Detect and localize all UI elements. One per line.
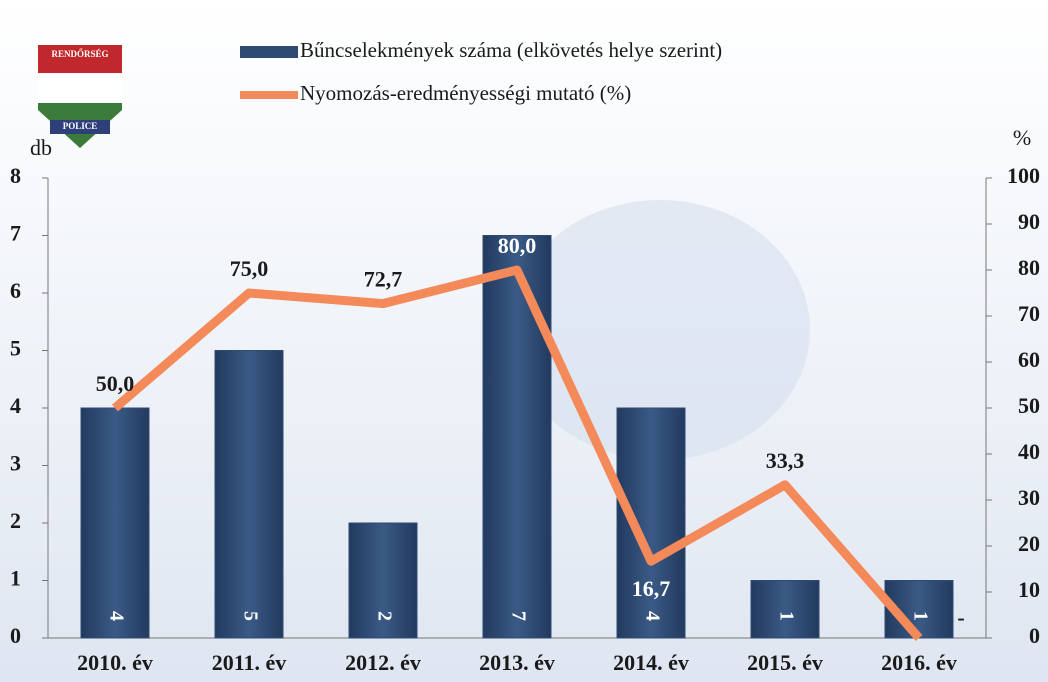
logo-bottom: POLICE xyxy=(63,121,98,131)
y2-tick-label: 0 xyxy=(1029,623,1040,648)
y2-tick-label: 60 xyxy=(1018,347,1040,372)
bar-value-label: 4 xyxy=(641,611,663,621)
x-tick-label: 2013. év xyxy=(479,650,555,675)
legend-swatch xyxy=(240,46,298,58)
logo-top: RENDŐRSÉG xyxy=(51,49,108,59)
background-building xyxy=(510,200,810,460)
bar xyxy=(616,407,686,639)
legend-label: Nyomozás-eredményességi mutató (%) xyxy=(300,81,631,105)
y2-tick-label: 50 xyxy=(1018,393,1040,418)
y2-axis-label: % xyxy=(1013,125,1031,150)
line-value-label: - xyxy=(957,605,964,630)
y-tick-label: 7 xyxy=(10,221,21,246)
x-tick-label: 2015. év xyxy=(747,650,823,675)
y2-tick-label: 40 xyxy=(1018,439,1040,464)
line-value-label: 33,3 xyxy=(766,448,805,473)
x-tick-label: 2010. év xyxy=(77,650,153,675)
bar-value-label: 1 xyxy=(775,611,797,621)
bar xyxy=(750,580,820,639)
bar xyxy=(348,522,418,639)
y-tick-label: 4 xyxy=(10,393,21,418)
bar-value-label: 5 xyxy=(239,611,261,621)
x-tick-label: 2014. év xyxy=(613,650,689,675)
x-tick-label: 2016. év xyxy=(881,650,957,675)
logo-banner xyxy=(50,120,110,134)
y-tick-label: 5 xyxy=(10,336,21,361)
x-tick-label: 2012. év xyxy=(345,650,421,675)
line-value-label: 16,7 xyxy=(632,576,671,601)
logo-white xyxy=(38,73,122,103)
y2-tick-label: 80 xyxy=(1018,255,1040,280)
bar xyxy=(482,235,552,639)
y2-tick-label: 30 xyxy=(1018,485,1040,510)
y2-tick-label: 90 xyxy=(1018,209,1040,234)
bar-value-label: 2 xyxy=(373,611,395,621)
y-tick-label: 6 xyxy=(10,278,21,303)
y-tick-label: 1 xyxy=(10,566,21,591)
line xyxy=(112,265,923,641)
y-tick-label: 0 xyxy=(10,623,21,648)
line-value-label: 72,7 xyxy=(364,267,403,292)
bar-value-label: 1 xyxy=(909,611,931,621)
line-value-label: 50,0 xyxy=(96,371,135,396)
y2-tick-label: 10 xyxy=(1018,577,1040,602)
y-tick-label: 3 xyxy=(10,451,21,476)
legend-label: Bűncselekmények száma (elkövetés helye s… xyxy=(300,38,722,62)
line-value-label: 75,0 xyxy=(230,256,269,281)
bar-value-label: 7 xyxy=(507,611,529,621)
bar-value-label: 4 xyxy=(105,611,127,621)
y-axis-label: db xyxy=(30,135,52,160)
logo: RENDŐRSÉG POLICE xyxy=(38,45,122,148)
y2-tick-label: 20 xyxy=(1018,531,1040,556)
y2-tick-label: 100 xyxy=(1007,163,1040,188)
line-value-label: 80,0 xyxy=(498,233,537,258)
y2-tick-label: 70 xyxy=(1018,301,1040,326)
bar xyxy=(214,350,284,639)
y-tick-label: 8 xyxy=(10,163,21,188)
y-tick-label: 2 xyxy=(10,508,21,533)
logo-red xyxy=(38,45,122,73)
x-tick-label: 2011. év xyxy=(212,650,287,675)
bar xyxy=(80,407,150,639)
